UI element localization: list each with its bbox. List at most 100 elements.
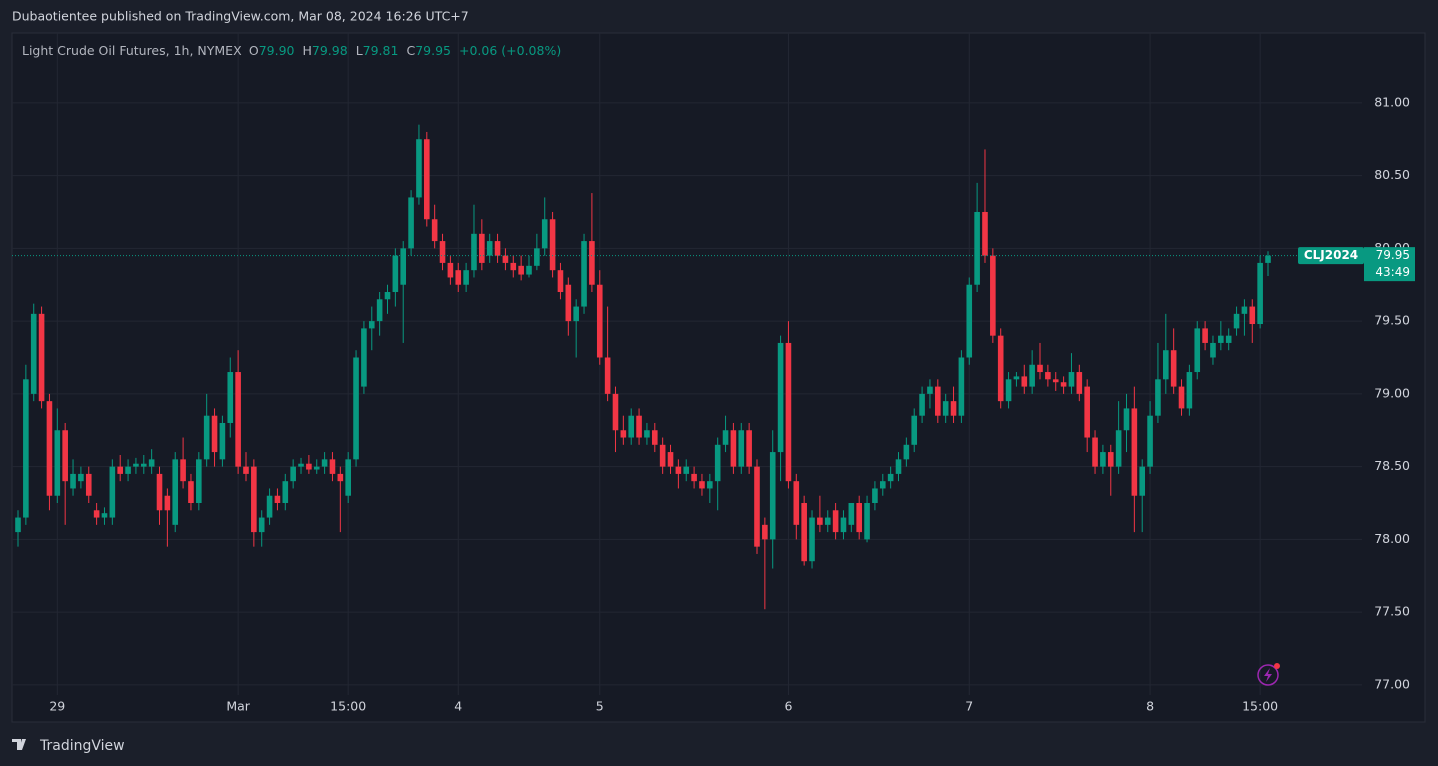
countdown: 43:49 xyxy=(1375,265,1410,279)
x-tick-label: Mar xyxy=(226,699,250,714)
x-tick-label: 7 xyxy=(965,699,973,714)
candle-body xyxy=(140,463,147,467)
candle-body xyxy=(1139,466,1146,496)
candle-body xyxy=(1265,255,1271,263)
candle-body xyxy=(313,466,320,470)
candle-body xyxy=(156,473,163,511)
candle-body xyxy=(824,517,831,525)
legend: Light Crude Oil Futures, 1h, NYMEX O79.90… xyxy=(22,43,561,58)
candle-body xyxy=(455,270,462,285)
c-label: C xyxy=(406,43,415,58)
candle-body xyxy=(1084,386,1090,438)
candle-body xyxy=(730,430,737,467)
candle-body xyxy=(817,517,823,525)
y-tick-label: 80.50 xyxy=(1374,167,1410,182)
candle-body xyxy=(1194,328,1201,373)
candle-body xyxy=(148,459,155,467)
candle-body xyxy=(1233,313,1240,329)
candle-body xyxy=(895,459,902,474)
candle-body xyxy=(958,357,965,416)
candle-body xyxy=(345,459,351,496)
candle-body xyxy=(722,430,729,445)
candle-body xyxy=(400,248,407,285)
candle-body xyxy=(683,466,690,474)
y-tick-label: 78.50 xyxy=(1374,458,1410,473)
candle-body xyxy=(879,481,886,489)
candle-body xyxy=(1060,382,1067,387)
o-label: O xyxy=(249,43,259,58)
candle-body xyxy=(549,219,556,271)
candle-body xyxy=(927,386,933,394)
candle-body xyxy=(227,372,234,423)
candle-body xyxy=(793,481,800,525)
candle-body xyxy=(15,517,21,533)
candle-body xyxy=(526,265,532,275)
candle-body xyxy=(1005,379,1012,402)
candle-body xyxy=(620,430,627,438)
candle-body xyxy=(950,401,957,416)
y-tick-label: 81.00 xyxy=(1374,94,1410,109)
candle-body xyxy=(494,241,501,256)
x-tick-label: 29 xyxy=(49,699,65,714)
price-tag-bg xyxy=(1364,247,1415,282)
candle-body xyxy=(180,459,186,482)
candle-body xyxy=(903,444,910,460)
l-value: 79.81 xyxy=(363,43,399,58)
candle-body xyxy=(376,299,383,322)
candle-body xyxy=(966,284,973,358)
candle-body xyxy=(1131,408,1138,496)
y-tick-label: 79.00 xyxy=(1374,385,1410,400)
candle-body xyxy=(243,466,249,474)
candle-body xyxy=(699,481,705,489)
candle-body xyxy=(1021,376,1028,387)
candle-body xyxy=(573,306,579,322)
alert-bolt xyxy=(1264,668,1272,682)
candle-body xyxy=(1162,350,1169,380)
candle-body xyxy=(754,466,760,547)
candle-body xyxy=(1123,408,1130,431)
candle-body xyxy=(1068,372,1075,387)
c-value: 79.95 xyxy=(415,43,451,58)
candle-body xyxy=(604,357,611,394)
o-value: 79.90 xyxy=(259,43,295,58)
candle-body xyxy=(596,284,603,358)
candle-body xyxy=(997,335,1004,402)
candle-body xyxy=(777,342,784,453)
candle-body xyxy=(486,241,493,256)
y-tick-label: 79.50 xyxy=(1374,313,1410,328)
candle-body xyxy=(502,255,509,263)
plot-frame xyxy=(11,32,1426,723)
candle-body xyxy=(1092,437,1098,467)
candle-body xyxy=(636,415,642,438)
candle-body xyxy=(612,393,619,431)
candle-body xyxy=(1100,452,1106,467)
candle-body xyxy=(196,459,202,504)
candle-body xyxy=(1186,372,1193,409)
candle-body xyxy=(1225,335,1232,343)
candle-body xyxy=(942,401,949,416)
candle-body xyxy=(628,415,635,438)
x-tick-label: 15:00 xyxy=(1242,699,1278,714)
candle-body xyxy=(746,430,752,467)
candle-body xyxy=(479,233,485,263)
candle-body xyxy=(101,513,108,518)
candle-body xyxy=(769,452,776,540)
candle-body xyxy=(337,473,344,482)
candle-body xyxy=(46,401,53,496)
alert-icon[interactable] xyxy=(1257,663,1280,686)
candle-body xyxy=(714,444,721,482)
candle-body xyxy=(471,233,477,271)
candle-body xyxy=(911,415,918,445)
candle-body xyxy=(832,510,839,533)
candle-body xyxy=(251,466,257,533)
candle-body xyxy=(557,270,564,293)
candles xyxy=(15,124,1271,610)
candle-body xyxy=(321,459,328,467)
candle-body xyxy=(1147,415,1153,467)
candle-body xyxy=(738,430,745,467)
candle-body xyxy=(70,473,76,489)
change: +0.06 (+0.08%) xyxy=(459,43,561,58)
candle-body xyxy=(54,430,61,496)
symbol-title: Light Crude Oil Futures, 1h, NYMEX xyxy=(22,43,242,58)
